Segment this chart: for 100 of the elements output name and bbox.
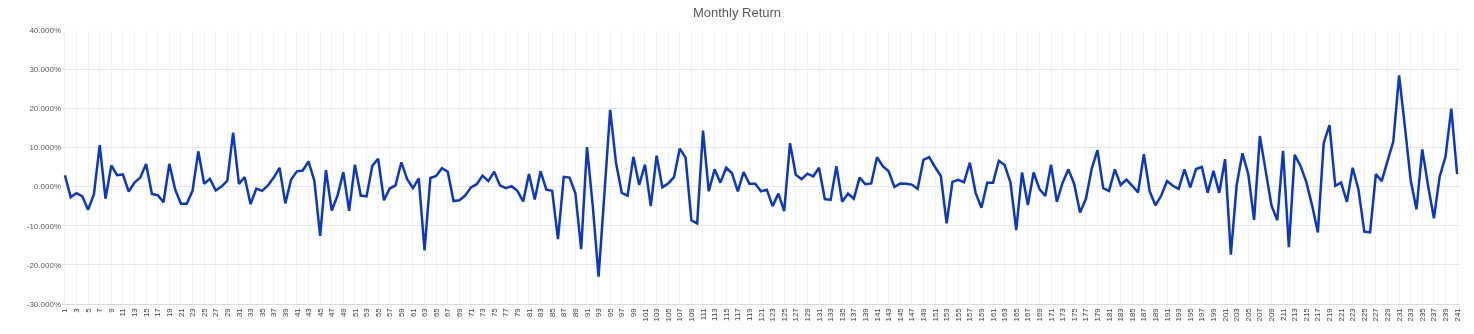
x-tick-label: 219 bbox=[1325, 307, 1335, 322]
x-tick-label: 171 bbox=[1046, 307, 1056, 322]
x-tick-label: 145 bbox=[895, 307, 905, 322]
x-tick-label: 185 bbox=[1127, 307, 1137, 322]
x-tick-label: 153 bbox=[942, 307, 952, 322]
x-tick-label: 191 bbox=[1162, 307, 1172, 322]
x-tick-label: 181 bbox=[1104, 307, 1114, 322]
x-tick-label: 51 bbox=[350, 307, 360, 318]
x-tick-label: 53 bbox=[362, 307, 372, 318]
x-tick-label: 225 bbox=[1359, 307, 1369, 322]
x-tick-label: 45 bbox=[315, 307, 325, 318]
x-tick-label: 67 bbox=[443, 307, 453, 318]
y-tick-label: -30.000% bbox=[26, 299, 61, 309]
x-tick-label: 215 bbox=[1301, 307, 1311, 322]
x-tick-label: 147 bbox=[907, 307, 917, 322]
x-tick-label: 211 bbox=[1278, 307, 1288, 321]
x-tick-label: 223 bbox=[1348, 307, 1358, 322]
x-tick-label: 151 bbox=[930, 307, 940, 322]
x-tick-label: 173 bbox=[1058, 307, 1068, 322]
x-tick-label: 119 bbox=[745, 307, 754, 321]
x-tick-label: 57 bbox=[385, 307, 395, 318]
line-series bbox=[63, 74, 1459, 278]
x-tick-label: 169 bbox=[1035, 307, 1045, 322]
x-tick-label: 239 bbox=[1441, 307, 1451, 322]
x-tick-label: 31 bbox=[234, 307, 244, 318]
y-tick-label: 0.000% bbox=[33, 182, 61, 192]
x-tick-label: 97 bbox=[617, 307, 627, 318]
x-tick-label: 107 bbox=[675, 307, 685, 322]
x-tick-label: 167 bbox=[1023, 307, 1033, 322]
x-tick-label: 71 bbox=[466, 307, 476, 318]
chart-title: Monthly Return bbox=[692, 5, 782, 21]
x-tick-label: 197 bbox=[1197, 307, 1207, 322]
x-tick-label: 155 bbox=[953, 307, 963, 322]
x-tick-label: 165 bbox=[1011, 307, 1021, 322]
x-tick-label: 91 bbox=[582, 307, 592, 318]
x-tick-label: 47 bbox=[327, 307, 337, 318]
x-tick-label: 189 bbox=[1151, 307, 1161, 322]
x-tick-label: 29 bbox=[222, 307, 232, 318]
x-tick-label: 73 bbox=[478, 307, 488, 318]
x-tick-label: 79 bbox=[512, 307, 522, 318]
x-tick-label: 25 bbox=[199, 307, 209, 318]
x-tick-label: 101 bbox=[640, 307, 650, 322]
x-tick-label: 207 bbox=[1255, 307, 1265, 322]
x-tick-label: 129 bbox=[803, 307, 813, 322]
x-tick-label: 157 bbox=[965, 307, 975, 322]
x-tick-label: 117 bbox=[733, 307, 743, 321]
x-tick-label: 201 bbox=[1220, 307, 1230, 322]
x-tick-label: 33 bbox=[246, 307, 256, 318]
y-tick-label: 30.000% bbox=[29, 64, 61, 74]
x-tick-label: 75 bbox=[489, 307, 499, 318]
y-tick-label: -10.000% bbox=[26, 221, 61, 231]
x-tick-label: 27 bbox=[211, 307, 221, 318]
x-tick-label: 127 bbox=[791, 307, 801, 322]
x-tick-label: 105 bbox=[663, 307, 673, 322]
x-tick-label: 85 bbox=[547, 307, 557, 318]
x-tick-label: 229 bbox=[1383, 307, 1393, 322]
x-tick-label: 175 bbox=[1069, 307, 1079, 322]
x-tick-label: 77 bbox=[501, 307, 511, 318]
x-tick-label: 203 bbox=[1232, 307, 1242, 322]
x-tick-label: 103 bbox=[652, 307, 662, 322]
x-tick-label: 1 bbox=[60, 307, 70, 313]
x-tick-label: 59 bbox=[396, 307, 406, 318]
y-tick-label: 40.000% bbox=[29, 25, 61, 35]
x-tick-label: 139 bbox=[861, 307, 871, 322]
x-tick-label: 227 bbox=[1371, 307, 1381, 322]
x-tick-label: 63 bbox=[420, 307, 430, 318]
x-tick-label: 35 bbox=[257, 307, 267, 318]
x-tick-label: 49 bbox=[338, 307, 348, 318]
x-tick-label: 23 bbox=[188, 307, 198, 318]
x-tick-label: 241 bbox=[1452, 307, 1462, 322]
x-tick-label: 41 bbox=[292, 307, 302, 318]
x-tick-label: 111 bbox=[698, 307, 708, 321]
x-tick-label: 137 bbox=[849, 307, 859, 322]
x-tick-label: 65 bbox=[431, 307, 441, 318]
x-tick-label: 195 bbox=[1185, 307, 1195, 322]
x-tick-label: 149 bbox=[919, 307, 929, 322]
x-tick-label: 55 bbox=[373, 307, 383, 318]
x-tick-label: 37 bbox=[269, 307, 279, 318]
x-tick-label: 13 bbox=[130, 307, 140, 318]
x-tick-label: 121 bbox=[756, 307, 766, 322]
x-tick-label: 131 bbox=[814, 307, 824, 322]
x-tick-label: 7 bbox=[95, 307, 105, 313]
x-tick-label: 161 bbox=[988, 307, 998, 322]
y-tick-label: 10.000% bbox=[29, 143, 61, 153]
y-tick-label: 20.000% bbox=[29, 104, 61, 114]
x-tick-label: 237 bbox=[1429, 307, 1439, 322]
x-tick-label: 183 bbox=[1116, 307, 1126, 322]
x-tick-label: 231 bbox=[1394, 307, 1404, 322]
x-tick-label: 217 bbox=[1313, 307, 1323, 322]
x-tick-label: 95 bbox=[605, 307, 615, 318]
x-tick-label: 99 bbox=[628, 307, 638, 318]
x-tick-label: 213 bbox=[1290, 307, 1300, 322]
x-tick-label: 21 bbox=[176, 307, 186, 318]
x-tick-label: 209 bbox=[1267, 307, 1277, 322]
x-tick-label: 11 bbox=[118, 307, 128, 317]
x-tick-label: 83 bbox=[536, 307, 546, 318]
x-tick-label: 87 bbox=[559, 307, 569, 318]
x-tick-label: 93 bbox=[594, 307, 604, 318]
x-tick-label: 109 bbox=[686, 307, 696, 322]
x-tick-label: 159 bbox=[977, 307, 987, 322]
